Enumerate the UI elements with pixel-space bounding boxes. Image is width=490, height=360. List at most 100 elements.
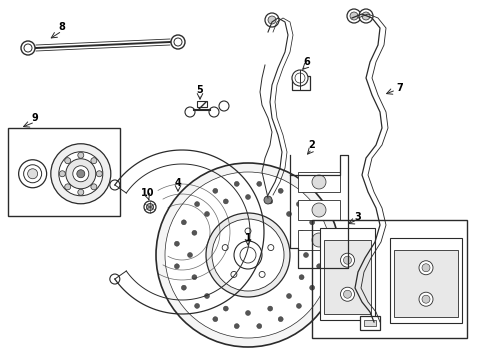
Circle shape (213, 188, 218, 193)
Circle shape (268, 306, 273, 311)
Bar (320, 228, 375, 320)
Circle shape (222, 244, 228, 251)
Circle shape (188, 252, 193, 257)
Text: 4: 4 (174, 178, 181, 188)
Circle shape (310, 285, 315, 290)
Text: 2: 2 (309, 140, 316, 150)
Circle shape (234, 181, 239, 186)
Bar (298, 200, 340, 220)
Circle shape (204, 211, 210, 216)
Circle shape (292, 70, 308, 86)
Circle shape (312, 175, 326, 189)
Circle shape (362, 12, 370, 20)
Text: 7: 7 (396, 83, 403, 93)
Circle shape (209, 107, 219, 117)
Circle shape (419, 261, 433, 275)
Circle shape (419, 292, 433, 306)
Circle shape (234, 324, 239, 329)
Circle shape (257, 181, 262, 186)
Circle shape (219, 101, 229, 111)
Text: 10: 10 (141, 188, 155, 198)
Circle shape (287, 293, 292, 298)
Circle shape (268, 16, 276, 24)
Bar (390, 238, 462, 323)
Circle shape (51, 144, 111, 204)
Circle shape (296, 202, 301, 207)
Circle shape (192, 275, 197, 280)
Circle shape (295, 73, 305, 83)
Circle shape (278, 188, 283, 193)
Circle shape (24, 44, 32, 52)
Text: 9: 9 (32, 113, 38, 123)
Circle shape (231, 271, 237, 278)
Circle shape (156, 163, 340, 347)
Circle shape (19, 160, 47, 188)
Circle shape (24, 165, 42, 183)
Circle shape (110, 274, 120, 284)
Circle shape (165, 172, 331, 338)
Circle shape (185, 107, 195, 117)
Circle shape (312, 203, 326, 217)
Circle shape (257, 324, 262, 329)
Circle shape (181, 220, 186, 225)
Bar (298, 172, 340, 192)
Circle shape (312, 233, 326, 247)
Circle shape (278, 317, 283, 321)
Circle shape (73, 166, 89, 182)
Bar (197, 101, 207, 107)
Text: 6: 6 (304, 57, 310, 67)
Circle shape (78, 189, 84, 195)
Circle shape (264, 196, 272, 204)
Circle shape (341, 253, 354, 267)
Circle shape (174, 241, 179, 246)
Circle shape (245, 310, 250, 315)
Bar (364, 320, 376, 326)
Bar (8, 128, 120, 216)
Circle shape (204, 293, 210, 298)
Circle shape (174, 38, 182, 46)
Circle shape (212, 219, 284, 291)
Circle shape (265, 13, 279, 27)
Bar (394, 250, 458, 317)
Circle shape (296, 303, 301, 309)
Text: 5: 5 (196, 85, 203, 95)
Circle shape (66, 159, 96, 189)
Circle shape (223, 306, 228, 311)
Circle shape (27, 169, 38, 179)
Circle shape (259, 271, 265, 278)
Circle shape (213, 317, 218, 321)
Circle shape (268, 244, 274, 251)
Circle shape (206, 213, 290, 297)
Circle shape (303, 252, 309, 257)
Circle shape (422, 295, 430, 303)
Circle shape (234, 241, 262, 269)
Circle shape (181, 285, 186, 290)
Circle shape (287, 211, 292, 216)
Circle shape (299, 275, 304, 280)
Text: 3: 3 (355, 212, 362, 222)
Circle shape (97, 171, 102, 177)
Circle shape (110, 180, 120, 190)
Circle shape (268, 199, 273, 204)
Circle shape (195, 202, 199, 207)
Text: 1: 1 (245, 233, 251, 243)
Circle shape (317, 264, 321, 269)
Text: 8: 8 (59, 22, 66, 32)
Circle shape (59, 152, 103, 196)
Circle shape (144, 201, 156, 213)
Circle shape (347, 9, 361, 23)
Circle shape (245, 194, 250, 199)
Circle shape (91, 184, 97, 190)
Circle shape (65, 184, 71, 190)
Circle shape (341, 287, 354, 301)
Circle shape (147, 203, 153, 211)
Circle shape (343, 290, 351, 298)
Circle shape (343, 256, 351, 264)
Circle shape (310, 220, 315, 225)
Circle shape (91, 158, 97, 164)
Circle shape (240, 247, 256, 263)
Circle shape (317, 241, 321, 246)
Circle shape (192, 230, 197, 235)
Bar (312, 220, 467, 338)
Circle shape (78, 152, 84, 158)
